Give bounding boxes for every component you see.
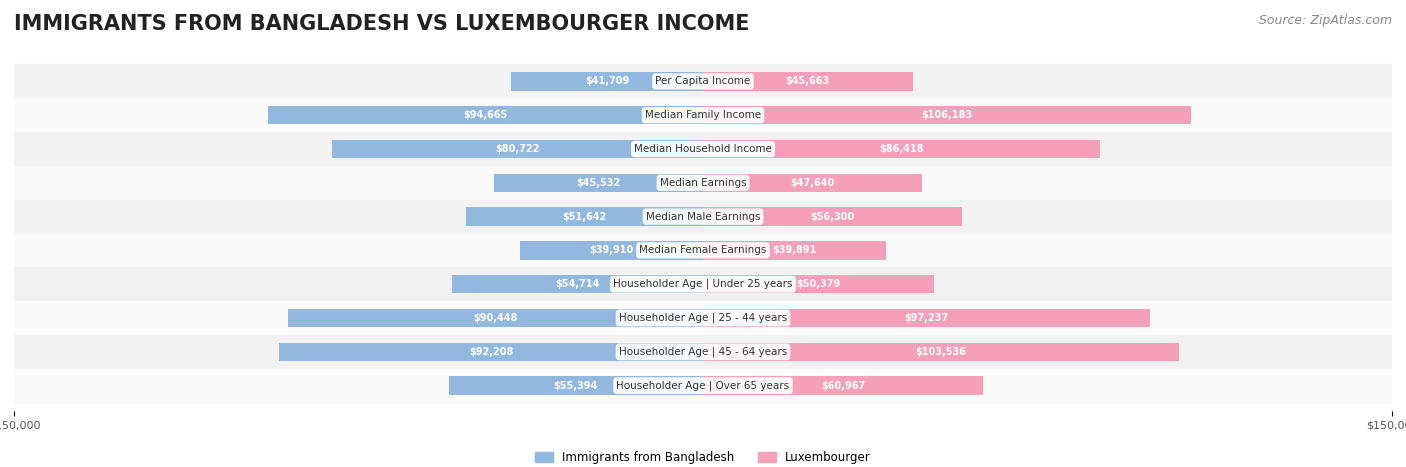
Bar — [14, 234, 1392, 267]
Bar — [494, 174, 703, 192]
Text: $56,300: $56,300 — [810, 212, 855, 222]
Text: $41,709: $41,709 — [585, 77, 630, 86]
Bar — [703, 275, 935, 293]
Text: $50,379: $50,379 — [797, 279, 841, 289]
Text: Per Capita Income: Per Capita Income — [655, 77, 751, 86]
Bar — [280, 342, 703, 361]
Bar — [449, 376, 703, 395]
Text: $60,967: $60,967 — [821, 381, 865, 390]
Text: $54,714: $54,714 — [555, 279, 599, 289]
Text: Householder Age | 25 - 44 years: Householder Age | 25 - 44 years — [619, 313, 787, 323]
Bar — [703, 140, 1099, 158]
Text: $39,910: $39,910 — [589, 245, 634, 255]
Bar — [703, 309, 1150, 327]
Bar — [14, 98, 1392, 132]
Bar — [14, 267, 1392, 301]
Text: $106,183: $106,183 — [921, 110, 973, 120]
Bar — [14, 301, 1392, 335]
Bar — [703, 207, 962, 226]
Text: $45,663: $45,663 — [786, 77, 830, 86]
Bar — [288, 309, 703, 327]
Bar — [14, 64, 1392, 98]
Text: Median Male Earnings: Median Male Earnings — [645, 212, 761, 222]
Text: Median Household Income: Median Household Income — [634, 144, 772, 154]
Text: $47,640: $47,640 — [790, 178, 835, 188]
Text: IMMIGRANTS FROM BANGLADESH VS LUXEMBOURGER INCOME: IMMIGRANTS FROM BANGLADESH VS LUXEMBOURG… — [14, 14, 749, 34]
Text: Median Family Income: Median Family Income — [645, 110, 761, 120]
Bar — [703, 72, 912, 91]
Bar — [332, 140, 703, 158]
Bar — [14, 200, 1392, 234]
Text: $103,536: $103,536 — [915, 347, 966, 357]
Text: $80,722: $80,722 — [495, 144, 540, 154]
Bar — [451, 275, 703, 293]
Bar — [14, 335, 1392, 369]
Bar — [14, 369, 1392, 403]
Text: Median Female Earnings: Median Female Earnings — [640, 245, 766, 255]
Bar — [703, 106, 1191, 125]
Bar — [520, 241, 703, 260]
Bar — [703, 174, 922, 192]
Text: $97,237: $97,237 — [904, 313, 949, 323]
Text: $51,642: $51,642 — [562, 212, 606, 222]
Text: $94,665: $94,665 — [464, 110, 508, 120]
Bar — [703, 342, 1178, 361]
Bar — [269, 106, 703, 125]
Bar — [703, 241, 886, 260]
Text: $39,891: $39,891 — [772, 245, 817, 255]
Text: $90,448: $90,448 — [472, 313, 517, 323]
Bar — [14, 166, 1392, 200]
Text: Householder Age | Over 65 years: Householder Age | Over 65 years — [616, 380, 790, 391]
Bar — [703, 376, 983, 395]
Text: $55,394: $55,394 — [554, 381, 598, 390]
Bar — [512, 72, 703, 91]
Text: $92,208: $92,208 — [470, 347, 513, 357]
Text: $86,418: $86,418 — [879, 144, 924, 154]
Text: $45,532: $45,532 — [576, 178, 620, 188]
Text: Householder Age | Under 25 years: Householder Age | Under 25 years — [613, 279, 793, 290]
Legend: Immigrants from Bangladesh, Luxembourger: Immigrants from Bangladesh, Luxembourger — [530, 446, 876, 467]
Text: Median Earnings: Median Earnings — [659, 178, 747, 188]
Text: Householder Age | 45 - 64 years: Householder Age | 45 - 64 years — [619, 347, 787, 357]
Text: Source: ZipAtlas.com: Source: ZipAtlas.com — [1258, 14, 1392, 27]
Bar — [14, 132, 1392, 166]
Bar — [465, 207, 703, 226]
